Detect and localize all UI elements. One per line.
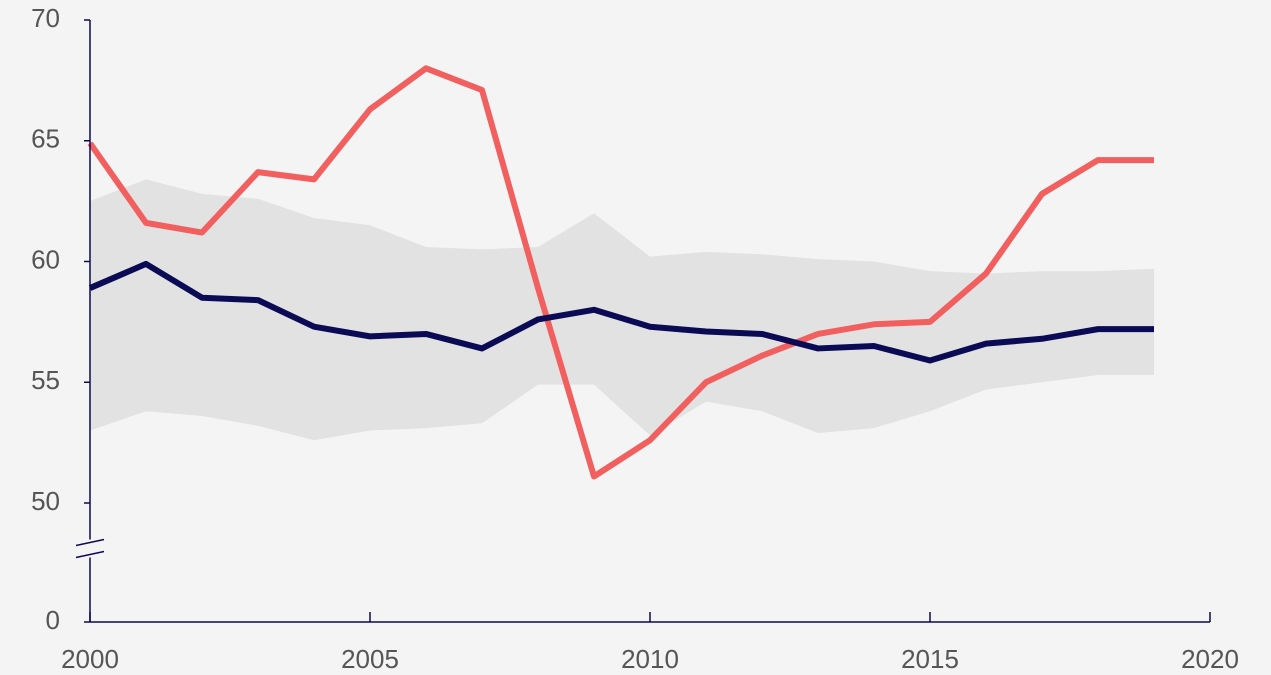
line (87, 65, 1154, 480)
y-tick-label: 50 (31, 486, 60, 516)
x-tick-label: 2020 (1181, 644, 1239, 674)
y-tick-label: 70 (31, 3, 60, 33)
line (88, 260, 1154, 364)
y-tick-label: 55 (31, 365, 60, 395)
y-tick-label: 60 (31, 244, 60, 274)
y-tick-label: 65 (31, 124, 60, 154)
axis-break (75, 538, 105, 547)
y-tick-label: 0 (46, 605, 60, 635)
x-tick-label: 2010 (621, 644, 679, 674)
axis-break (75, 550, 105, 559)
range-band (90, 179, 1154, 441)
x-tick-label: 2000 (61, 644, 119, 674)
x-tick-label: 2015 (901, 644, 959, 674)
x-tick-label: 2005 (341, 644, 399, 674)
